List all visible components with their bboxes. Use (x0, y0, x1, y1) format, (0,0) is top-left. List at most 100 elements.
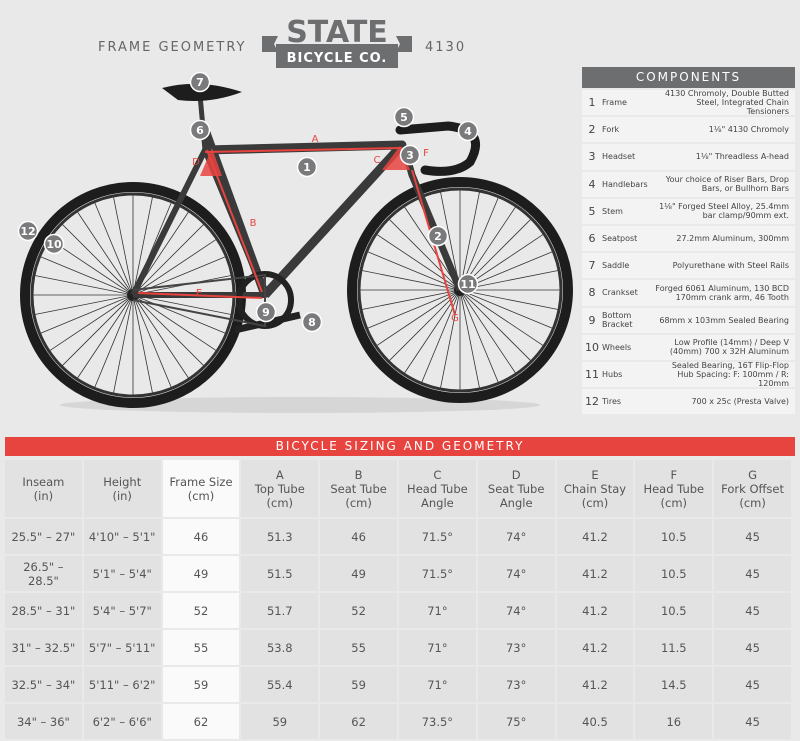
marker-circle (457, 273, 479, 295)
header-line: (cm) (739, 495, 766, 510)
tube (130, 147, 268, 298)
component-name: Wheels (602, 342, 632, 352)
component-name: Headset (602, 152, 636, 162)
header-line: A (275, 467, 284, 482)
table-cell: 49 (162, 556, 240, 591)
header-line: (cm) (187, 488, 215, 503)
component-number: 5 (588, 204, 596, 218)
table-cell: 71.5° (398, 519, 476, 554)
header-line: F (670, 467, 678, 482)
table-cell: 4'10" – 5'1" (83, 519, 161, 554)
component-row: 5 Stem 1⅛" Forged Steel Alloy, 25.4mm bar … (582, 198, 795, 224)
component-spec: 68mm x 103mm Sealed Bearing (659, 315, 789, 325)
header-line: (cm) (266, 495, 294, 510)
table-title: BICYCLE SIZING AND GEOMETRY (5, 437, 795, 456)
table-cell: 45 (714, 630, 791, 665)
table-cell: 45 (714, 704, 791, 739)
table-cell: 41.2 (556, 519, 634, 554)
header-line: Inseam (22, 474, 65, 489)
component-number: 9 (588, 313, 596, 327)
table-row: 32.5" – 34" 5'11" – 6'2" 59 55.4 59 71° 73° 41.… (5, 667, 791, 702)
spoke (361, 270, 461, 291)
table-cell: 31" – 32.5" (5, 630, 82, 665)
table-cell: 11.5 (635, 630, 713, 665)
table-row: 28.5" – 31" 5'4" – 5'7" 52 51.7 52 71° 74° 41.2… (5, 593, 791, 628)
marker-letter: B (250, 218, 257, 229)
header-line: Frame Size (169, 474, 233, 489)
component-number: 10 (585, 340, 599, 354)
saddle (162, 83, 242, 101)
component-row: 10 Wheels Low Profile (14mm) / Deep V (40m… (582, 334, 795, 360)
header-line: Top Tube (254, 481, 305, 496)
table-cell: 10.5 (635, 593, 713, 628)
spoke (459, 289, 553, 329)
marker-circle (457, 120, 479, 142)
logo-bottom: BICYCLE CO. (287, 51, 388, 66)
marker-number: 6 (196, 124, 204, 137)
column-header: Inseam (in) (5, 460, 82, 517)
column-header: Frame Size (cm) (162, 460, 240, 517)
marker-number: 9 (262, 306, 270, 319)
spoke (113, 294, 134, 394)
marker-number: 5 (400, 111, 408, 124)
header-line: (in) (112, 488, 132, 503)
header-line: D (511, 467, 521, 482)
crank (234, 311, 301, 334)
spoke (132, 224, 204, 296)
table-cell: 46 (162, 519, 240, 554)
component-name: Handlebars (602, 179, 648, 189)
table-cell: 45 (714, 519, 791, 554)
marker-number: 11 (460, 278, 475, 291)
spoke (113, 196, 134, 296)
table-cell: 59 (162, 667, 240, 702)
marker-number: 10 (46, 238, 62, 251)
table-cell: 10.5 (635, 556, 713, 591)
header-right: 4130 (425, 40, 467, 55)
rim (357, 187, 563, 393)
marker-letter: A (312, 134, 319, 145)
component-spec: Low Profile (14mm) / Deep V (40mm) 700 x… (669, 338, 789, 357)
table-cell: 62 (320, 704, 397, 739)
marker-letter: F (423, 148, 429, 159)
component-name: Fork (602, 125, 620, 135)
spoke (132, 294, 204, 366)
table-cell: 74° (477, 593, 555, 628)
spoke (367, 289, 461, 329)
table-cell: 75° (477, 704, 555, 739)
logo-top: STATE (286, 15, 388, 50)
table-cell: 25.5" – 27" (5, 519, 82, 554)
spoke (376, 289, 461, 346)
spoke (132, 294, 153, 394)
component-number: 6 (588, 232, 596, 246)
marker-circle (399, 144, 421, 166)
components-title: COMPONENTS (582, 67, 795, 88)
component-row: 3 Headset 1⅛" Threadless A-head (582, 144, 795, 170)
spoke (132, 239, 217, 296)
table-cell: 51.3 (241, 519, 319, 554)
marker-circle (296, 156, 318, 178)
marker-circle (393, 106, 415, 128)
component-number: 7 (588, 259, 596, 273)
table-cell: 28.5" – 31" (5, 593, 82, 628)
spoke (132, 294, 172, 388)
column-header: F Head Tube (cm) (635, 460, 713, 517)
shadow (60, 397, 540, 413)
table-row: 26.5" – 28.5" 5'1" – 5'4" 49 51.5 49 71.5° 74°… (5, 556, 791, 591)
spoke (132, 294, 217, 351)
table-cell: 74° (477, 519, 555, 554)
spoke (40, 256, 134, 296)
component-number: 4 (588, 177, 596, 191)
table-cell: 45 (714, 593, 791, 628)
angle-d (200, 148, 222, 176)
spoke (49, 294, 134, 351)
table-cell: 45 (714, 667, 791, 702)
header-line: C (433, 467, 442, 482)
table-cell: 46 (320, 519, 397, 554)
component-row: 12 Tires 700 x 25c (Presta Valve) (582, 389, 795, 415)
table-row: 34" – 36" 6'2" – 6'6" 62 59 62 73.5° 75° 40.5 16… (5, 704, 791, 739)
spoke (459, 289, 499, 383)
header-line: Seat Tube (487, 481, 545, 496)
table-cell: 71° (398, 593, 476, 628)
spoke (459, 191, 480, 291)
